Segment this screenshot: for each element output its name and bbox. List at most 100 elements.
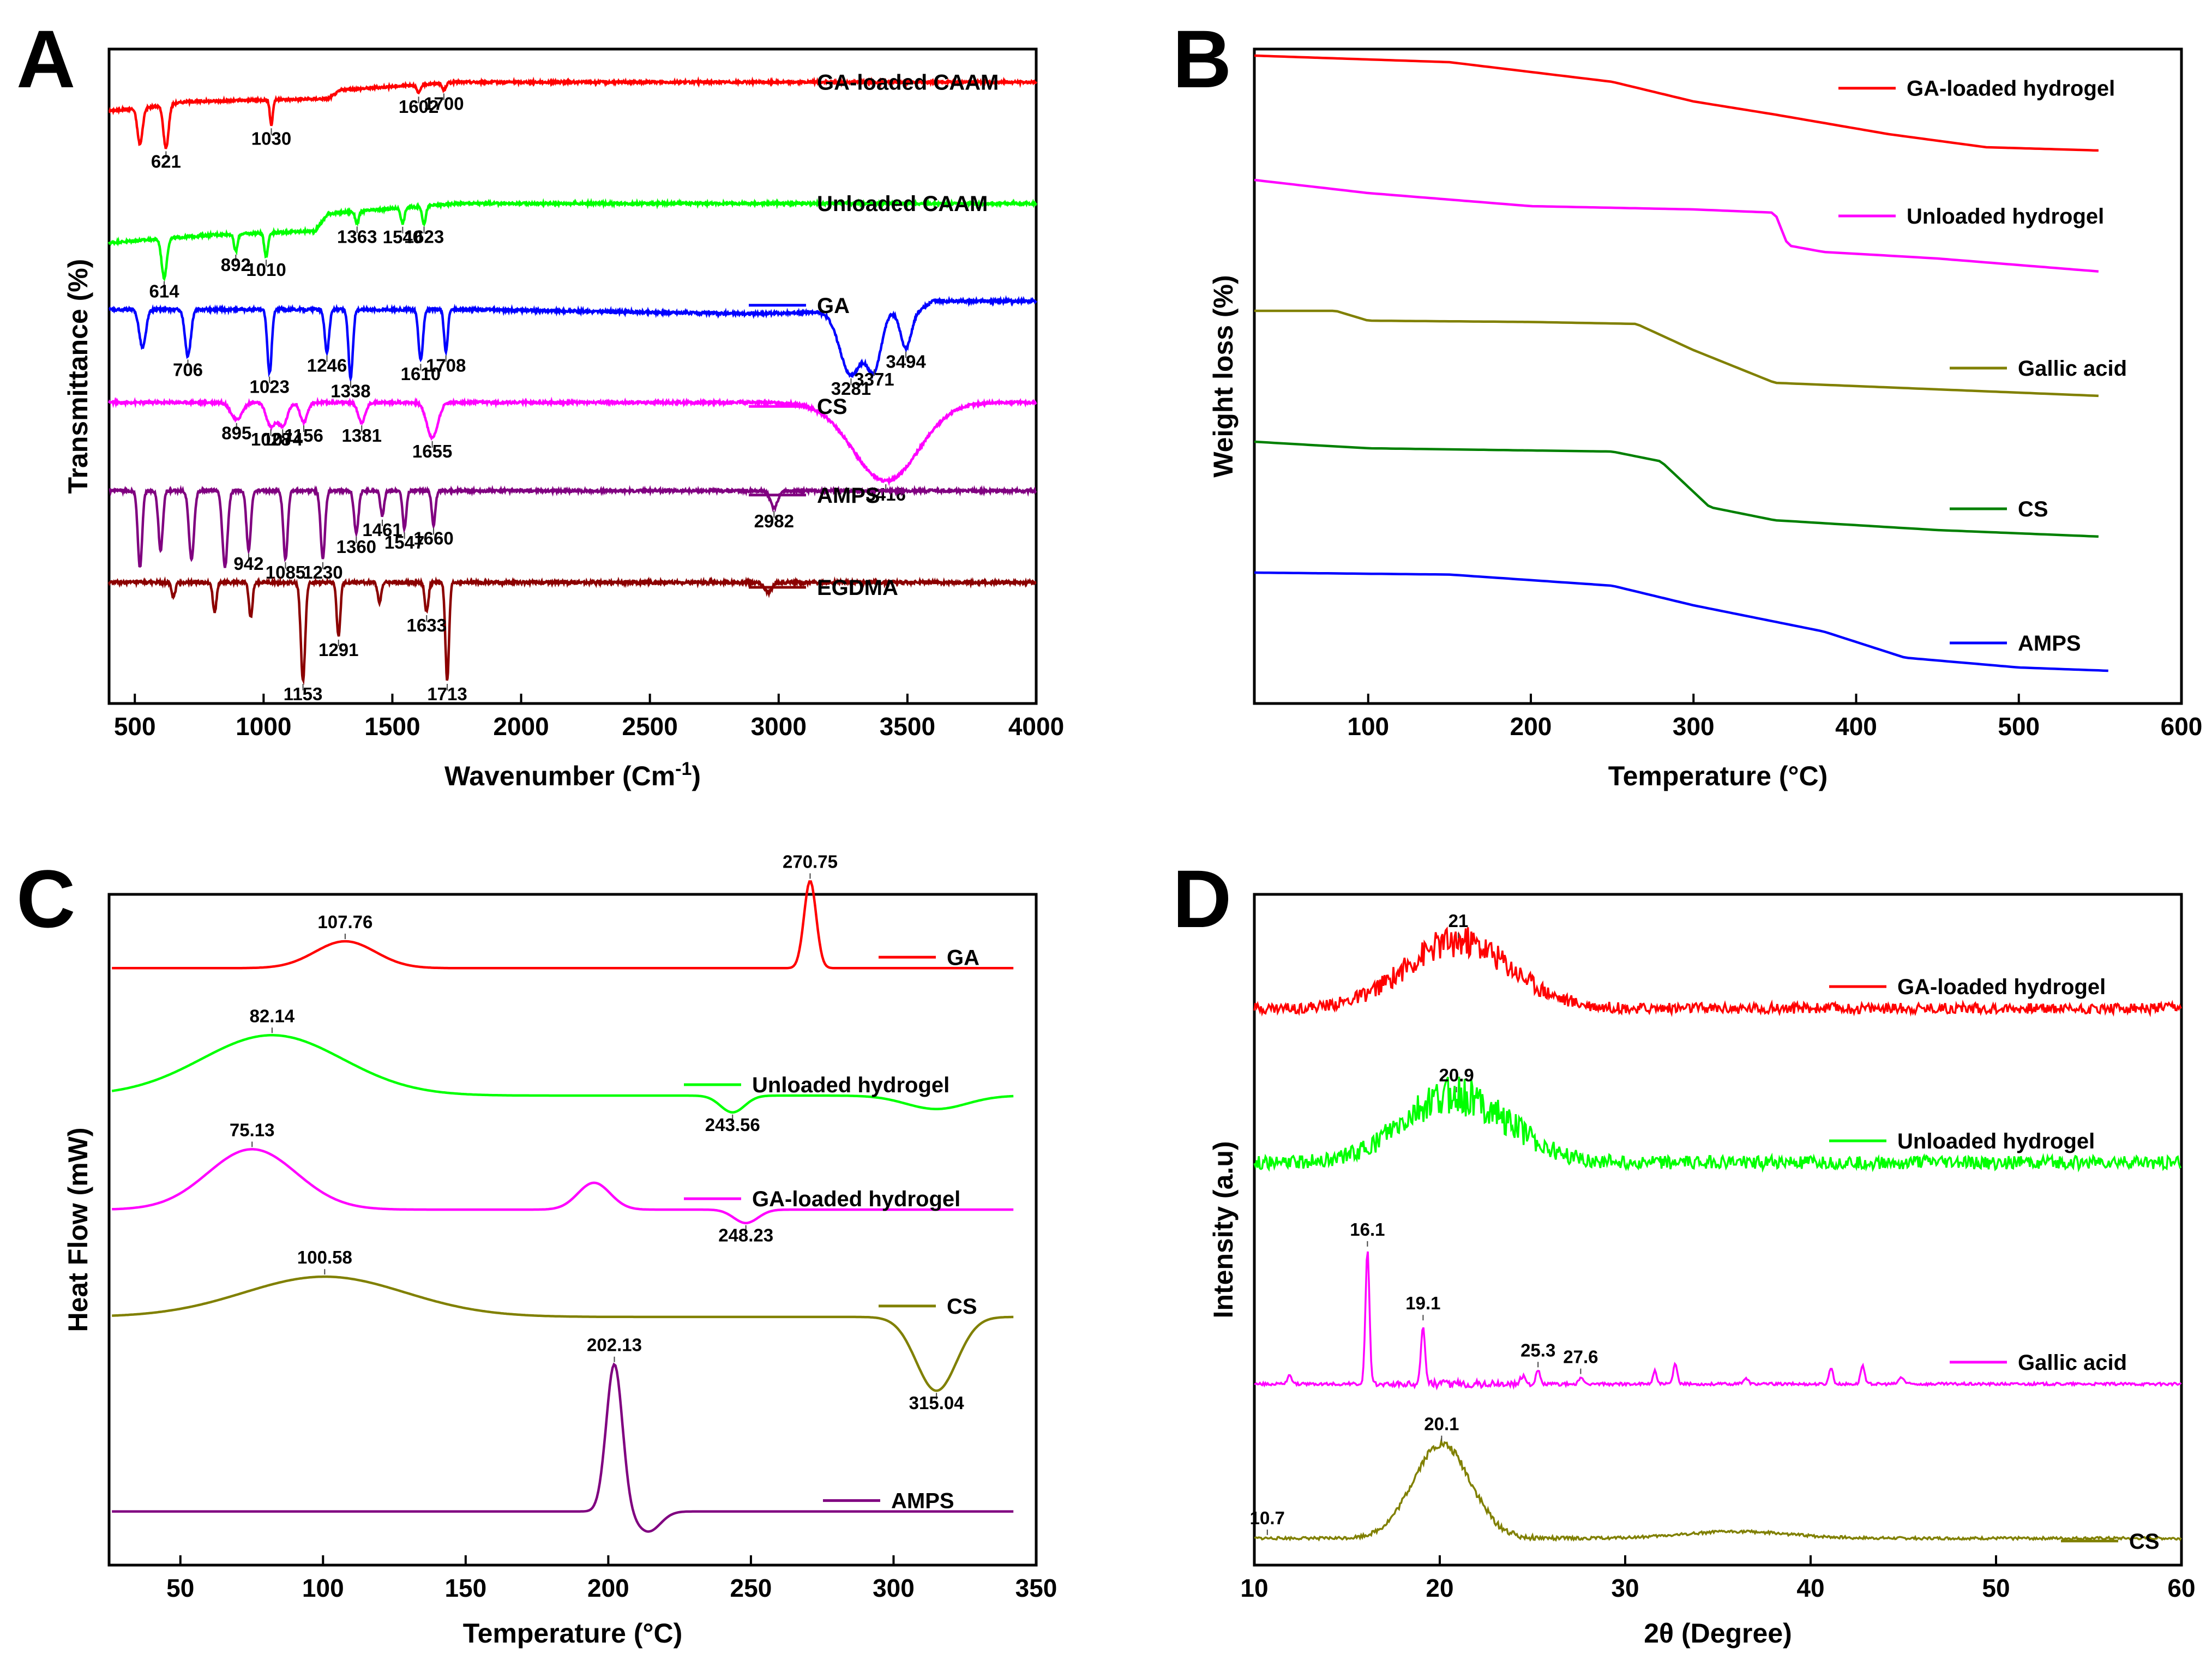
- peak-label: 82.14: [250, 1006, 295, 1026]
- x-axis-title-a: Wavenumber (Cm-1): [444, 759, 701, 791]
- series-line-cs: [1254, 440, 2099, 538]
- legend-label: AMPS: [817, 484, 880, 508]
- series-line-unloaded-hydrogel: [1254, 178, 2099, 273]
- peak-label: 1602: [399, 97, 438, 117]
- peak-label: 1338: [330, 381, 370, 401]
- peak-label: 895: [221, 423, 251, 443]
- legend-label: CS: [2129, 1530, 2160, 1554]
- x-ticks-d: 10 20 30 40 50 60: [1240, 1555, 2196, 1602]
- curves-b: GA-loaded hydrogel Unloaded hydrogel Galli…: [1254, 54, 2127, 672]
- panel-letter-c: C: [16, 853, 75, 945]
- peak-label: 1010: [246, 260, 286, 280]
- peak-label: 892: [221, 255, 251, 275]
- x-tick-label: 200: [587, 1574, 629, 1602]
- series-line-gallic-acid: [1254, 309, 2099, 398]
- legend-label: CS: [2018, 497, 2048, 521]
- peak-label: 1030: [251, 128, 291, 148]
- peak-label: 614: [149, 281, 180, 301]
- series-line-egdma: [107, 576, 1037, 685]
- x-tick-label: 250: [730, 1574, 772, 1602]
- plot-frame-b: [1253, 47, 2183, 705]
- peak-label: 100.58: [297, 1247, 352, 1267]
- legend-label: AMPS: [891, 1489, 954, 1513]
- peak-label: 1023: [249, 377, 289, 397]
- peak-label: 706: [173, 359, 203, 380]
- legend-label: Unloaded hydrogel: [1897, 1129, 2095, 1153]
- series-line-ga: [108, 294, 1037, 383]
- x-tick-label: 400: [1835, 712, 1877, 741]
- panel-letter-d: D: [1173, 853, 1231, 945]
- panel-b: B 100 200 300 400 500 600 GA-loaded hydrogel U…: [1173, 13, 2202, 791]
- peak-label: 1660: [413, 528, 453, 548]
- peak-label: 1708: [426, 356, 466, 376]
- series-line-unloaded-hydrogel: [1253, 1076, 2182, 1173]
- legend-label: Gallic acid: [2018, 357, 2127, 381]
- legend-label: GA: [947, 946, 979, 970]
- peak-label: 1246: [307, 356, 347, 376]
- peak-label: 1461: [362, 520, 402, 540]
- x-tick-label: 40: [1796, 1574, 1824, 1602]
- peak-label: 1547: [384, 532, 424, 552]
- panel-letter-b: B: [1173, 13, 1231, 105]
- peak-label: 3281: [831, 378, 871, 399]
- series-line-cs: [112, 1275, 1014, 1392]
- peak-label: 19.1: [1405, 1293, 1440, 1313]
- peak-label: 202.13: [587, 1335, 642, 1355]
- peak-label: 20.9: [1439, 1065, 1474, 1085]
- x-tick-label: 4000: [1008, 712, 1064, 741]
- x-axis-title-c: Temperature (°C): [463, 1618, 682, 1649]
- legend-label: Unloaded hydrogel: [752, 1073, 949, 1097]
- legend-label: EGDMA: [817, 576, 898, 600]
- peak-label: 1363: [337, 226, 377, 246]
- peak-label: 3494: [886, 351, 926, 371]
- x-tick-label: 500: [1998, 712, 2040, 741]
- peak-label: 1074: [263, 429, 303, 449]
- x-tick-label: 50: [166, 1574, 194, 1602]
- peak-label: 248.23: [718, 1225, 773, 1246]
- peak-label: 25.3: [1520, 1340, 1555, 1360]
- x-tick-label: 1500: [364, 712, 420, 741]
- x-tick-label: 300: [1673, 712, 1715, 741]
- x-tick-label: 3000: [751, 712, 807, 741]
- series-line-ga-loaded-hydrogel: [112, 1148, 1014, 1224]
- legend-label: CS: [817, 395, 847, 419]
- legend-label: AMPS: [2018, 631, 2081, 655]
- x-axis-title-b: Temperature (°C): [1608, 761, 1828, 791]
- panel-a: A 500 1000 1500 2000 2500 3000 3500 4000 GA-loa…: [16, 13, 1064, 791]
- x-tick-label: 2000: [493, 712, 549, 741]
- series-line-cs: [107, 396, 1037, 486]
- plot-frame-a: [107, 47, 1038, 705]
- peak-label: 942: [233, 554, 263, 574]
- peak-label: 1700: [424, 93, 464, 113]
- series-line-gallic-acid: [1254, 1251, 2182, 1391]
- plot-frame-c: [107, 893, 1038, 1567]
- x-tick-label: 50: [1982, 1574, 2010, 1602]
- x-ticks-b: 100 200 300 400 500 600: [1347, 694, 2202, 741]
- legend-label: Unloaded CAAM: [817, 192, 988, 216]
- y-axis-title-b: Weight loss (%): [1208, 275, 1239, 477]
- peak-label: 1633: [407, 615, 447, 635]
- curves-d: GA-loaded hydrogel 21 Unloaded hydrogel 20.…: [1250, 911, 2182, 1554]
- panel-c: C 50 100 150 200 250 300 350 GA 107.76 270.75 Unl…: [16, 851, 1057, 1649]
- legend-label: GA: [817, 294, 850, 318]
- peak-label: 1156: [284, 425, 323, 446]
- peak-label: 1153: [284, 684, 323, 704]
- series-line-ga-loaded-hydrogel: [1253, 926, 2182, 1018]
- legend-label: Gallic acid: [2018, 1351, 2127, 1375]
- peak-label: 1085: [266, 562, 305, 582]
- x-ticks-a: 500 1000 1500 2000 2500 3000 3500 4000: [114, 694, 1064, 741]
- x-tick-label: 150: [444, 1574, 486, 1602]
- legend-label: CS: [947, 1295, 977, 1319]
- x-tick-label: 10: [1240, 1574, 1268, 1602]
- y-axis-title-d: Intensity (a.u): [1208, 1141, 1239, 1318]
- x-axis-title-d: 2θ (Degree): [1644, 1618, 1792, 1649]
- series-line-amps: [112, 1362, 1014, 1533]
- x-tick-label: 30: [1611, 1574, 1639, 1602]
- x-tick-label: 3500: [880, 712, 935, 741]
- peak-label: 107.76: [317, 912, 372, 932]
- x-tick-label: 2500: [622, 712, 677, 741]
- peak-label: 21: [1448, 911, 1469, 931]
- peak-label: 20.1: [1424, 1414, 1459, 1434]
- peak-label: 75.13: [230, 1120, 275, 1140]
- x-tick-label: 60: [2167, 1574, 2195, 1602]
